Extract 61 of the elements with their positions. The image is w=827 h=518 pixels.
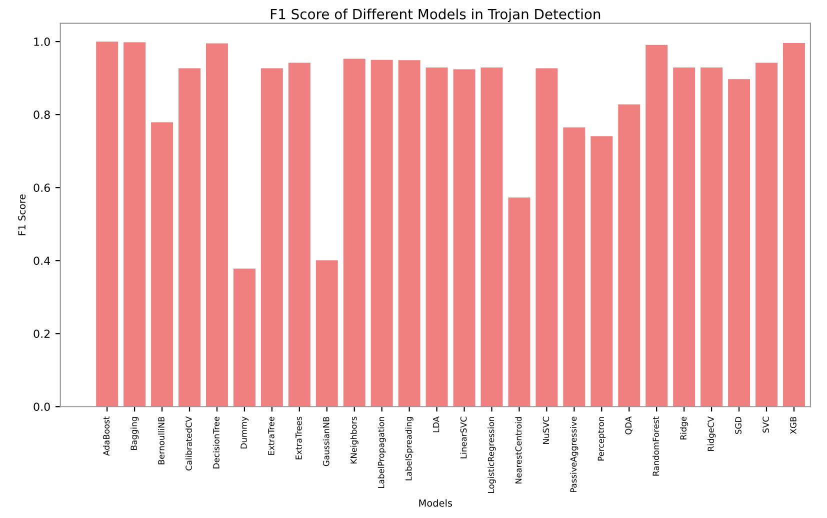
y-tick-label: 0.8 [34, 110, 50, 119]
bar [700, 67, 723, 407]
y-tick-label: 0.4 [34, 256, 50, 265]
x-tick-label: ExtraTrees [296, 416, 302, 460]
y-tick-label: 0.0 [34, 402, 50, 412]
x-tick-label: Perceptron [598, 417, 606, 461]
x-tick-label: KNeighbors [350, 416, 358, 464]
x-tick-label: NuSVC [542, 416, 550, 444]
bar [206, 43, 228, 407]
bar [782, 43, 805, 407]
bar [426, 67, 448, 407]
bar [756, 62, 778, 407]
x-tick-label: Ridge [680, 416, 688, 440]
bar [124, 42, 146, 407]
bar [646, 44, 668, 407]
bar [618, 104, 640, 407]
x-axis-title: Models [419, 499, 452, 507]
y-tick-label: 0.6 [34, 184, 50, 192]
x-tick-label: ExtraTree [268, 416, 274, 455]
bar [96, 42, 118, 407]
bar [398, 60, 420, 407]
x-tick-label: SVC [762, 416, 769, 433]
x-tick-label: DecisionTree [212, 416, 220, 468]
bar [536, 68, 558, 407]
x-tick-label: Dummy [240, 416, 248, 448]
bar [590, 136, 613, 407]
y-tick-label: 0.2 [34, 330, 50, 338]
y-axis-title: F1 Score [18, 194, 26, 236]
x-tick-label: CalibratedCV [185, 416, 192, 470]
x-tick-label: LDA [433, 416, 440, 432]
chart-title: F1 Score of Different Models in Trojan Detection [270, 8, 600, 22]
bar [480, 67, 503, 407]
x-tick-label: GaussianNB [322, 416, 330, 466]
x-tick-label: Bagging [130, 417, 139, 450]
bar [453, 69, 476, 407]
bar [151, 122, 174, 407]
bar [288, 62, 310, 407]
bar [563, 127, 586, 407]
x-tick-label: AdaBoost [103, 416, 110, 456]
bar [233, 268, 256, 407]
x-tick-label: PassiveAggressive [570, 416, 578, 492]
x-tick-label: NearestCentroid [515, 417, 522, 484]
bar [728, 79, 750, 407]
x-tick-label: SGD [735, 416, 742, 434]
bar [260, 68, 283, 407]
x-tick-label: LabelPropagation [378, 417, 386, 488]
x-tick-label: LinearSVC [460, 416, 467, 458]
x-tick-label: BernoulliNB [158, 416, 164, 464]
x-tick-label: LabelSpreading [405, 417, 414, 480]
bar [178, 68, 200, 407]
x-tick-label: RidgeCV [708, 416, 716, 451]
x-tick-label: XGB [790, 416, 796, 434]
x-tick-label: QDA [625, 416, 632, 434]
bar [508, 197, 530, 407]
bar [370, 60, 393, 407]
bar [673, 67, 696, 407]
x-tick-label: LogisticRegression [488, 417, 496, 493]
bar [316, 260, 338, 407]
bar [343, 58, 366, 407]
x-tick-label: RandomForest [652, 416, 660, 476]
y-tick-label: 1.0 [34, 38, 50, 46]
